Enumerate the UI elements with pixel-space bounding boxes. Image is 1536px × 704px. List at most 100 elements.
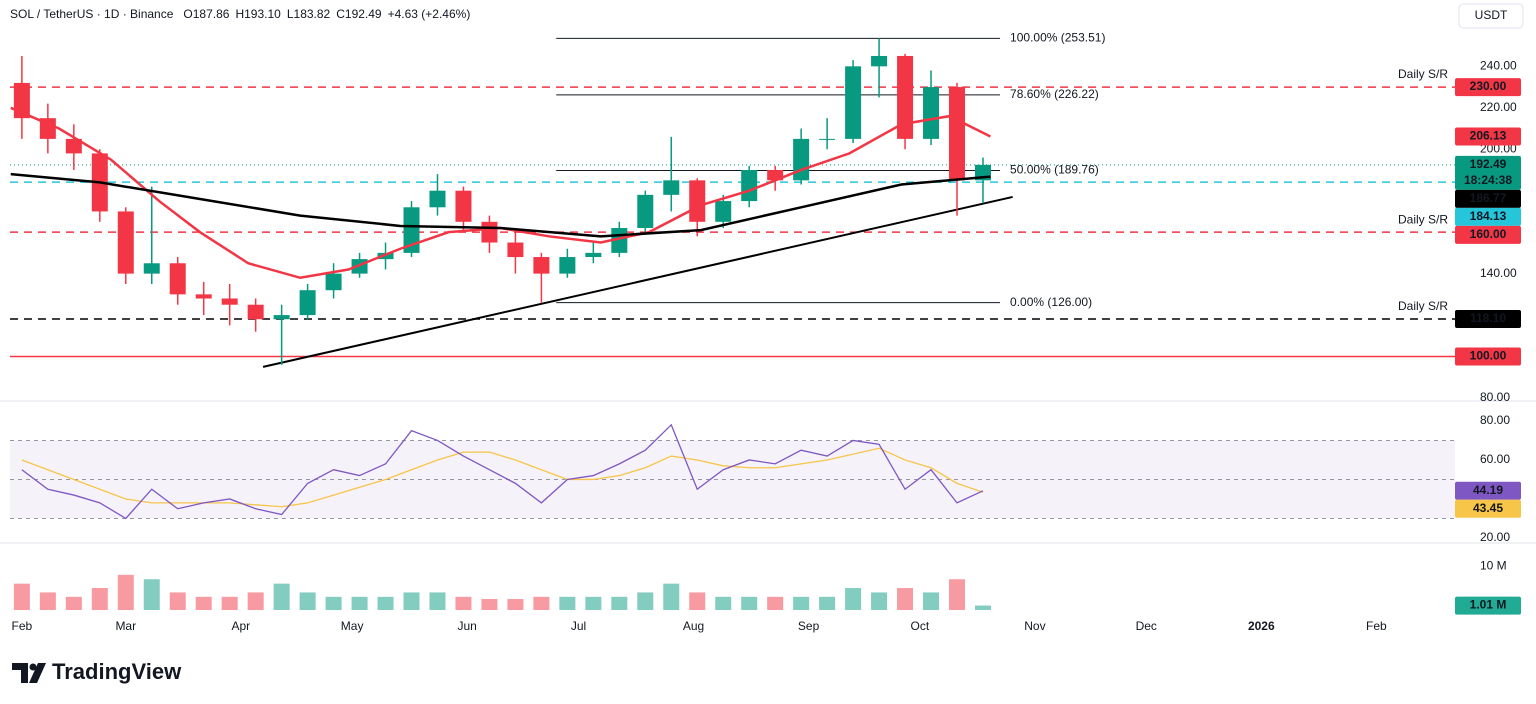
volume-bar bbox=[13, 583, 30, 610]
volume-bar bbox=[247, 592, 264, 610]
price-badge bbox=[1455, 499, 1521, 518]
candle-body bbox=[403, 207, 420, 253]
candle-body bbox=[169, 263, 186, 295]
price-badge bbox=[1455, 189, 1521, 208]
price-badge bbox=[1455, 127, 1521, 146]
volume-bar bbox=[767, 596, 784, 610]
ohlc-key: H bbox=[235, 7, 244, 21]
volume-bar bbox=[689, 592, 706, 610]
candle-body bbox=[689, 180, 706, 222]
volume-bar bbox=[273, 583, 290, 610]
x-tick-label: Jul bbox=[571, 619, 586, 633]
price-badge-label: 18:24:38 bbox=[1464, 173, 1512, 187]
y-tick-label: 60.00 bbox=[1480, 452, 1510, 466]
candle-body bbox=[455, 190, 472, 222]
price-badge bbox=[1455, 481, 1521, 500]
volume-bar bbox=[91, 588, 108, 610]
level-note: Daily S/R bbox=[1398, 299, 1448, 313]
price-badge-label: 184.13 bbox=[1470, 209, 1507, 223]
fib-label: 0.00% (126.00) bbox=[1010, 295, 1092, 309]
volume-bar bbox=[897, 588, 914, 610]
rsi-line bbox=[21, 447, 984, 508]
price-badge-label: 43.45 bbox=[1473, 501, 1503, 515]
ohlc-value: 187.86 bbox=[193, 7, 230, 21]
price-badge-label: 192.49 bbox=[1470, 157, 1507, 171]
x-tick-label: Nov bbox=[1024, 619, 1045, 633]
candle-body bbox=[819, 138, 836, 140]
x-tick-label: Sep bbox=[798, 619, 820, 633]
candle-body bbox=[637, 194, 654, 229]
y-tick-label: 80.00 bbox=[1480, 390, 1510, 404]
candle-body bbox=[65, 138, 82, 154]
y-tick-label: 80.00 bbox=[1480, 413, 1510, 427]
candle-body bbox=[325, 273, 342, 291]
volume-bar bbox=[611, 596, 628, 610]
candle-body bbox=[585, 252, 602, 258]
volume-bar bbox=[949, 579, 966, 610]
volume-bar bbox=[637, 592, 654, 610]
ohlc-key: L bbox=[287, 7, 294, 21]
candle-body bbox=[845, 66, 862, 139]
candle-body bbox=[143, 263, 160, 274]
volume-bar bbox=[715, 596, 732, 610]
price-badge-label: 44.19 bbox=[1473, 483, 1503, 497]
x-tick-label: May bbox=[341, 619, 364, 633]
candle-body bbox=[871, 55, 888, 67]
price-badge-label: 118.10 bbox=[1470, 311, 1506, 325]
x-tick-label: Oct bbox=[911, 619, 930, 633]
fib-label: 100.00% (253.51) bbox=[1010, 31, 1105, 45]
ohlc-key: O bbox=[183, 7, 192, 21]
volume-bar bbox=[455, 596, 472, 610]
price-badge-label: 186.77 bbox=[1470, 191, 1507, 205]
ohlc-value: 183.82 bbox=[294, 7, 331, 21]
price-badge bbox=[1455, 78, 1521, 97]
price-badge bbox=[1455, 596, 1521, 615]
y-tick-label: 220.00 bbox=[1480, 100, 1517, 114]
volume-bar bbox=[871, 592, 888, 610]
candle-body bbox=[741, 169, 758, 202]
volume-bar bbox=[143, 579, 160, 610]
volume-bar bbox=[741, 596, 758, 610]
candle-body bbox=[533, 257, 550, 274]
volume-bar bbox=[403, 592, 420, 610]
volume-bar bbox=[39, 592, 56, 610]
volume-bar bbox=[429, 592, 446, 610]
x-tick-label: Mar bbox=[115, 619, 136, 633]
volume-bar bbox=[221, 596, 238, 610]
price-badge-label: 100.00 bbox=[1470, 349, 1507, 363]
candle-body bbox=[715, 201, 732, 222]
ohlc-value: 193.10 bbox=[244, 7, 281, 21]
rsi-line bbox=[21, 423, 984, 520]
volume-bar bbox=[481, 599, 498, 610]
price-badge-label: 160.00 bbox=[1470, 227, 1507, 241]
fib-label: 78.60% (226.22) bbox=[1010, 87, 1099, 101]
price-badge bbox=[1455, 347, 1521, 366]
x-tick-label: Dec bbox=[1136, 619, 1157, 633]
brand: TradingView bbox=[52, 659, 182, 684]
ohlc-value: 192.49 bbox=[345, 7, 382, 21]
volume-bar bbox=[819, 596, 836, 610]
volume-bar bbox=[195, 596, 212, 610]
x-tick-label: Feb bbox=[1366, 619, 1387, 633]
x-tick-label: Feb bbox=[12, 619, 33, 633]
y-tick-label: 20.00 bbox=[1480, 530, 1510, 544]
ohlc-key: C bbox=[336, 7, 345, 21]
candle-body bbox=[793, 138, 810, 181]
candle-body bbox=[949, 87, 966, 181]
currency-button[interactable] bbox=[1458, 3, 1524, 29]
candle-body bbox=[247, 304, 264, 320]
volume-bar bbox=[793, 596, 810, 610]
x-tick-label: Jun bbox=[457, 619, 476, 633]
volume-bar bbox=[169, 592, 186, 610]
price-badge-label: 230.00 bbox=[1470, 79, 1507, 93]
currency[interactable]: USDT bbox=[1475, 8, 1508, 22]
moving-average bbox=[10, 172, 991, 238]
volume-bar bbox=[559, 596, 576, 610]
candle-body bbox=[13, 82, 30, 119]
volume-bar bbox=[585, 596, 602, 610]
y-tick-label: 240.00 bbox=[1480, 59, 1517, 73]
candle-body bbox=[195, 294, 212, 299]
